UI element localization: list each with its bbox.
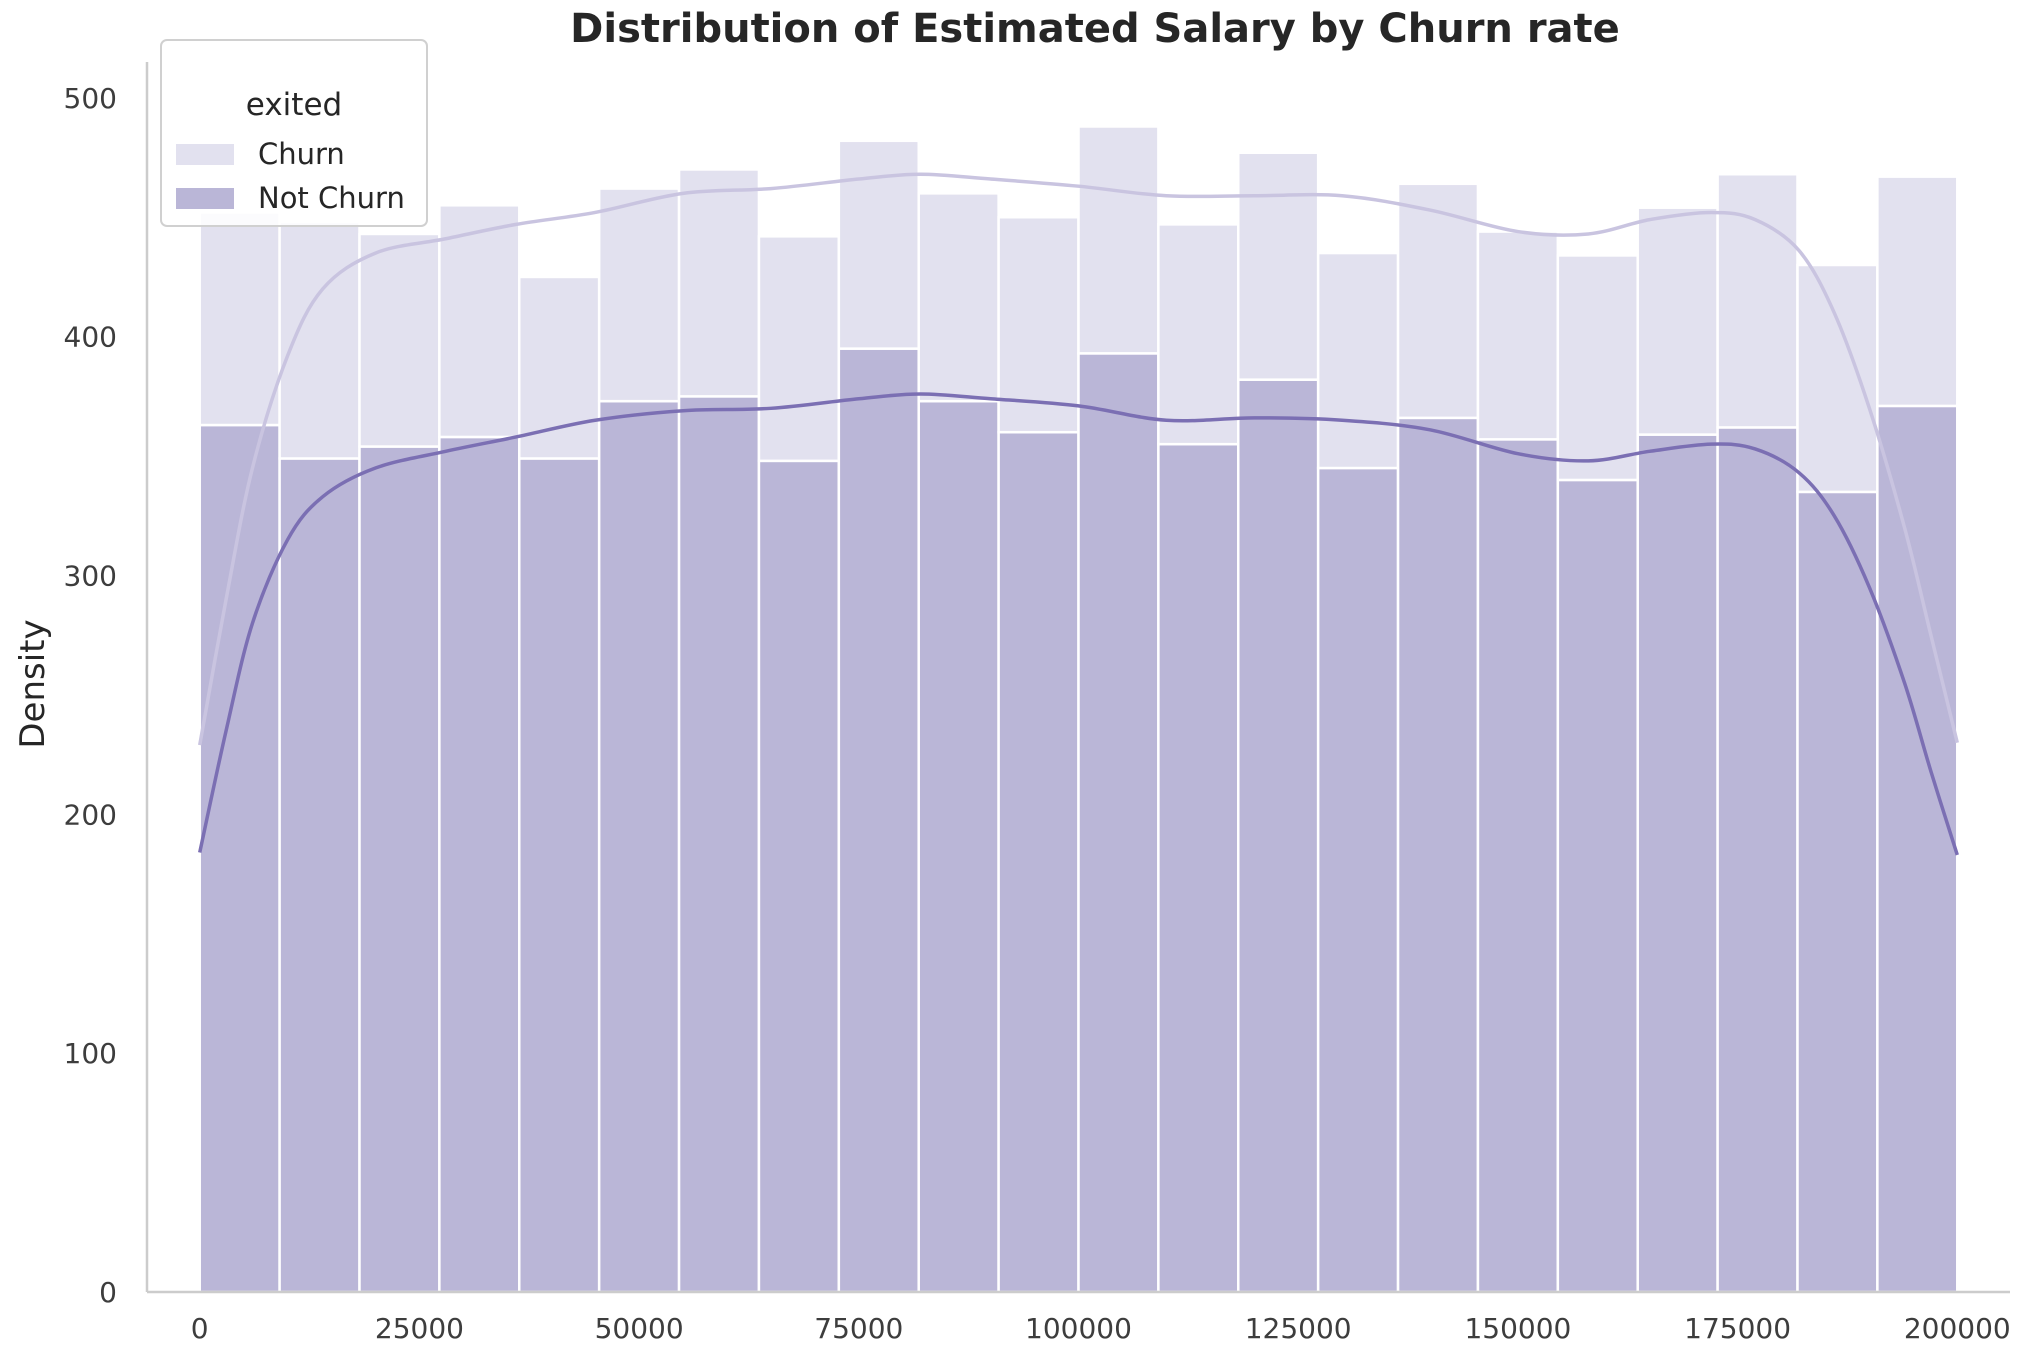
legend-title: exited: [246, 87, 342, 123]
bar-not-churn: [1396, 416, 1480, 1294]
kde-line-not-churn: [198, 392, 1959, 856]
bar-churn: [198, 211, 281, 427]
legend-label-churn: Churn: [258, 137, 345, 171]
bar-churn: [1636, 206, 1719, 436]
bar-churn: [1237, 151, 1320, 381]
bar-not-churn: [1716, 426, 1799, 1294]
x-tick-label: 175000: [1684, 1312, 1791, 1345]
bar-churn: [1796, 263, 1879, 494]
bar-not-churn: [1316, 466, 1400, 1294]
bar-not-churn: [438, 435, 521, 1294]
y-tick-label: 200: [64, 798, 117, 831]
kde-layer: [198, 172, 1959, 856]
bar-not-churn: [1157, 442, 1240, 1294]
bar-not-churn: [1556, 478, 1639, 1294]
x-tick-label: 75000: [814, 1312, 903, 1345]
bar-churn: [757, 235, 841, 463]
bar-not-churn: [1876, 404, 1959, 1294]
bar-churn: [1396, 182, 1480, 420]
bar-churn: [997, 215, 1080, 434]
bar-not-churn: [1636, 433, 1719, 1294]
chart-title: Distribution of Estimated Salary by Chur…: [570, 6, 1620, 52]
bar-not-churn: [757, 459, 841, 1294]
bar-churn: [837, 139, 920, 350]
bar-churn: [358, 232, 441, 448]
bar-not-churn: [358, 445, 441, 1294]
y-tick-label: 500: [64, 82, 117, 115]
bar-churn: [518, 275, 601, 460]
bar-churn: [438, 204, 521, 439]
bar-churn: [677, 168, 761, 398]
x-tick-label: 25000: [375, 1312, 464, 1345]
bar-churn: [1157, 223, 1240, 446]
legend-frame: [160, 39, 428, 227]
bar-churn: [1077, 125, 1160, 355]
bar-not-churn: [997, 430, 1080, 1294]
x-tick-label: 125000: [1245, 1312, 1352, 1345]
bar-not-churn: [1476, 438, 1560, 1294]
bar-churn: [278, 220, 361, 460]
y-tick-label: 100: [64, 1037, 117, 1070]
legend-swatch-churn: [176, 144, 234, 165]
x-tick-label: 150000: [1464, 1312, 1571, 1345]
bar-churn: [1716, 173, 1799, 429]
bars-layer: [198, 125, 1959, 1294]
bar-not-churn: [677, 395, 761, 1294]
legend-swatch-not-churn: [176, 188, 234, 209]
y-tick-label: 0: [99, 1276, 117, 1309]
bar-not-churn: [917, 399, 1000, 1294]
bar-churn: [1876, 175, 1959, 408]
bar-not-churn: [278, 457, 361, 1294]
legend: exited Churn Not Churn: [160, 39, 428, 227]
axes-layer: [145, 62, 2010, 1294]
y-axis-label: Density: [13, 619, 53, 748]
bar-churn: [1476, 230, 1560, 441]
bar-not-churn: [597, 399, 681, 1294]
legend-label-not-churn: Not Churn: [258, 181, 405, 215]
bar-not-churn: [837, 347, 920, 1294]
x-tick-label: 50000: [595, 1312, 684, 1345]
bar-not-churn: [1077, 352, 1160, 1294]
x-tick-label: 0: [191, 1312, 209, 1345]
bar-churn: [1316, 251, 1400, 470]
bar-not-churn: [518, 457, 601, 1294]
bar-churn: [597, 187, 681, 403]
bar-churn: [1556, 254, 1639, 482]
kde-line-churn: [198, 172, 1959, 746]
bar-churn: [917, 192, 1000, 403]
bar-not-churn: [198, 423, 281, 1294]
y-tick-label: 300: [64, 559, 117, 592]
bar-not-churn: [1237, 378, 1320, 1294]
x-tick-label: 200000: [1904, 1312, 2011, 1345]
y-tick-label: 400: [64, 321, 117, 354]
bar-not-churn: [1796, 490, 1879, 1294]
ticks-layer: 0 25000 50000 75000 100000 125000 150000 175000…: [64, 82, 2011, 1345]
x-tick-label: 100000: [1025, 1312, 1132, 1345]
